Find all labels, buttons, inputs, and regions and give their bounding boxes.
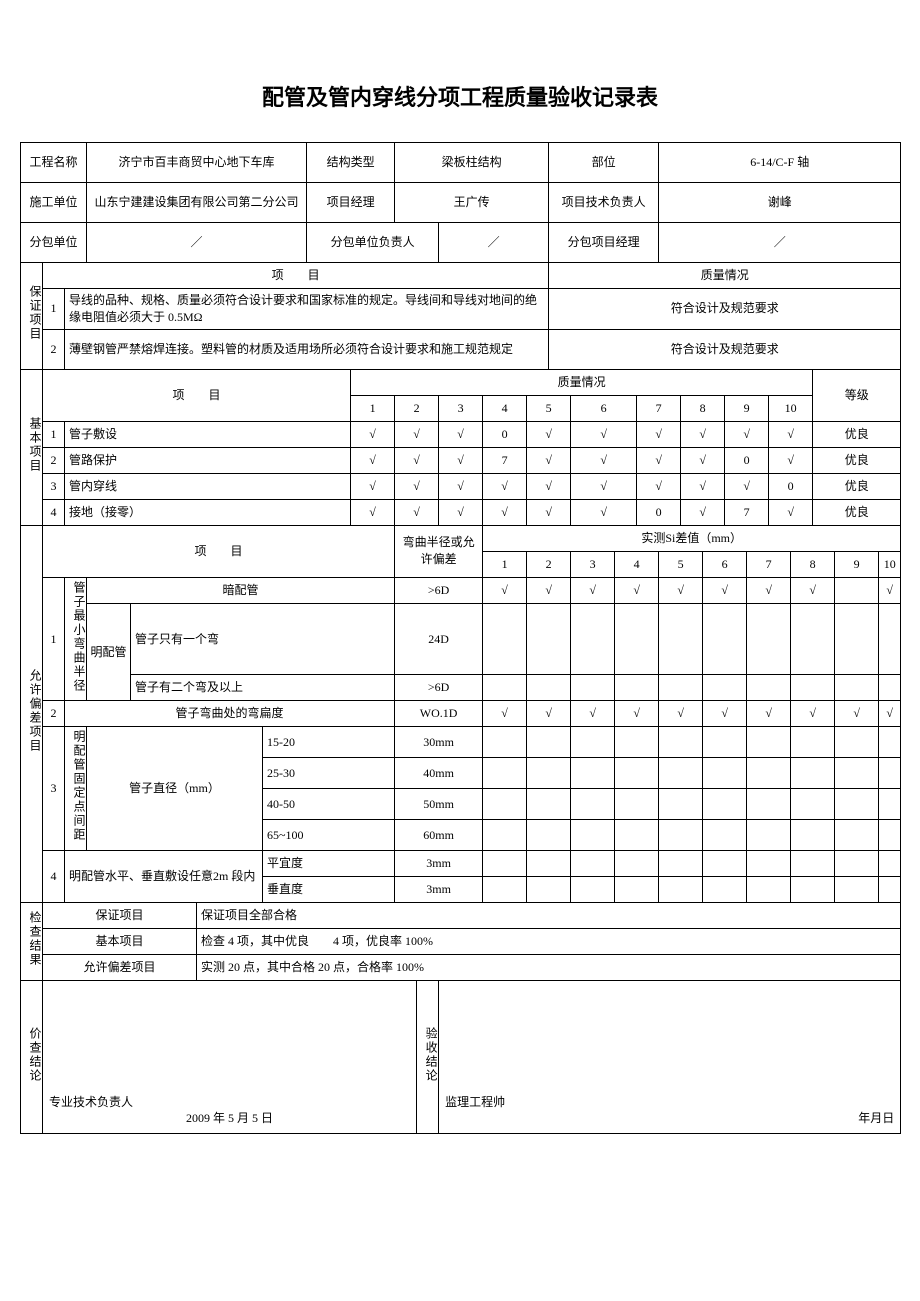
basic-col-grade: 等级 (813, 369, 901, 421)
b1-grade: 优良 (813, 421, 901, 447)
val-sub: ／ (87, 223, 307, 263)
chk2-text: 检查 4 项，其中优良 4 项，优良率 100% (197, 929, 901, 955)
val-sub-pm: ／ (659, 223, 901, 263)
section-check: 检查结果 (21, 903, 43, 981)
basic-h7: 7 (637, 395, 681, 421)
section-guarantee: 保证项目 (21, 263, 43, 370)
t1-light: 明配管 (87, 603, 131, 701)
g-row2-result: 符合设计及规范要求 (549, 329, 901, 369)
b1-c1: √ (351, 421, 395, 447)
b2-name: 管路保护 (65, 447, 351, 473)
chk2-label: 基本项目 (43, 929, 197, 955)
b3-n: 3 (43, 473, 65, 499)
g-row1-result: 符合设计及规范要求 (549, 289, 901, 330)
b1-c9: √ (725, 421, 769, 447)
t1-root: 管子最小弯曲半径 (65, 577, 87, 701)
label-position: 部位 (549, 143, 659, 183)
t2-n: 2 (43, 701, 65, 727)
val-tech-lead: 谢峰 (659, 183, 901, 223)
section-conclusion-left: 价查结论 (21, 981, 43, 1134)
t2-name: 管子弯曲处的弯扁度 (65, 701, 395, 727)
basic-h2: 2 (395, 395, 439, 421)
tol-col-bend: 弯曲半径或允许偏差 (395, 525, 483, 577)
t1-dark: 暗配管 (87, 577, 395, 603)
t4-n: 4 (43, 851, 65, 903)
b1-c6: √ (571, 421, 637, 447)
t1-two: 管子有二个弯及以上 (131, 675, 395, 701)
basic-h6: 6 (571, 395, 637, 421)
guarantee-col-item: 项 目 (43, 263, 549, 289)
section-conclusion-mid: 验收结论 (417, 981, 439, 1134)
chk3-label: 允许偏差项目 (43, 955, 197, 981)
val-builder: 山东宁建建设集团有限公司第二分公司 (87, 183, 307, 223)
t1-one: 管子只有一个弯 (131, 603, 395, 675)
t3-n: 3 (43, 727, 65, 851)
b1-c2: √ (395, 421, 439, 447)
label-sub-lead: 分包单位负责人 (307, 223, 439, 263)
conclusion-right-body: 监理工程帅 年月日 (439, 981, 901, 1134)
basic-h5: 5 (527, 395, 571, 421)
basic-col-item: 项 目 (43, 369, 351, 421)
g-row2-n: 2 (43, 329, 65, 369)
label-builder: 施工单位 (21, 183, 87, 223)
t1-dark-val: >6D (395, 577, 483, 603)
b1-c3: √ (439, 421, 483, 447)
conclusion-left-body: 专业技术负责人 2009 年 5 月 5 日 (43, 981, 417, 1134)
g-row1-text: 导线的品种、规格、质量必须符合设计要求和国家标准的规定。导线间和导线对地间的绝缘… (65, 289, 549, 330)
t1-n: 1 (43, 577, 65, 701)
basic-h1: 1 (351, 395, 395, 421)
t3-root: 明配管固定点间距 (65, 727, 87, 851)
chk1-text: 保证项目全部合格 (197, 903, 901, 929)
tol-col-measured: 实测Si差值（mm） (483, 525, 901, 551)
main-table: 工程名称 济宁市百丰商贸中心地下车库 结构类型 梁板柱结构 部位 6-14/C-… (20, 142, 901, 1134)
b1-c5: √ (527, 421, 571, 447)
basic-col-quality: 质量情况 (351, 369, 813, 395)
label-pm: 项目经理 (307, 183, 395, 223)
chk1-label: 保证项目 (43, 903, 197, 929)
val-proj-name: 济宁市百丰商贸中心地下车库 (87, 143, 307, 183)
basic-h10: 10 (769, 395, 813, 421)
val-position: 6-14/C-F 轴 (659, 143, 901, 183)
b1-c10: √ (769, 421, 813, 447)
g-row1-n: 1 (43, 289, 65, 330)
section-basic: 基本项目 (21, 369, 43, 525)
b2-n: 2 (43, 447, 65, 473)
basic-h9: 9 (725, 395, 769, 421)
label-sub-pm: 分包项目经理 (549, 223, 659, 263)
b1-c7: √ (637, 421, 681, 447)
b1-c4: 0 (483, 421, 527, 447)
page-title: 配管及管内穿线分项工程质量验收记录表 (20, 80, 900, 112)
val-struct-type: 梁板柱结构 (395, 143, 549, 183)
val-pm: 王广传 (395, 183, 549, 223)
t4-name: 明配管水平、垂直敷设任意2m 段内 (65, 851, 263, 903)
section-tolerance: 允许偏差项目 (21, 525, 43, 903)
t3-mid: 管子直径（mm） (87, 727, 263, 851)
label-struct-type: 结构类型 (307, 143, 395, 183)
b1-c8: √ (681, 421, 725, 447)
label-proj-name: 工程名称 (21, 143, 87, 183)
chk3-text: 实测 20 点，其中合格 20 点，合格率 100% (197, 955, 901, 981)
basic-h4: 4 (483, 395, 527, 421)
basic-h3: 3 (439, 395, 483, 421)
t2-val: WO.1D (395, 701, 483, 727)
val-sub-lead: ／ (439, 223, 549, 263)
basic-h8: 8 (681, 395, 725, 421)
guarantee-col-quality: 质量情况 (549, 263, 901, 289)
label-tech-lead: 项目技术负责人 (549, 183, 659, 223)
t1-two-val: >6D (395, 675, 483, 701)
b4-n: 4 (43, 499, 65, 525)
b1-name: 管子敷设 (65, 421, 351, 447)
tol-col-item: 项 目 (43, 525, 395, 577)
g-row2-text: 薄壁钢管严禁熔焊连接。塑料管的材质及适用场所必须符合设计要求和施工规范规定 (65, 329, 549, 369)
t1-one-val: 24D (395, 603, 483, 675)
b1-n: 1 (43, 421, 65, 447)
label-sub: 分包单位 (21, 223, 87, 263)
